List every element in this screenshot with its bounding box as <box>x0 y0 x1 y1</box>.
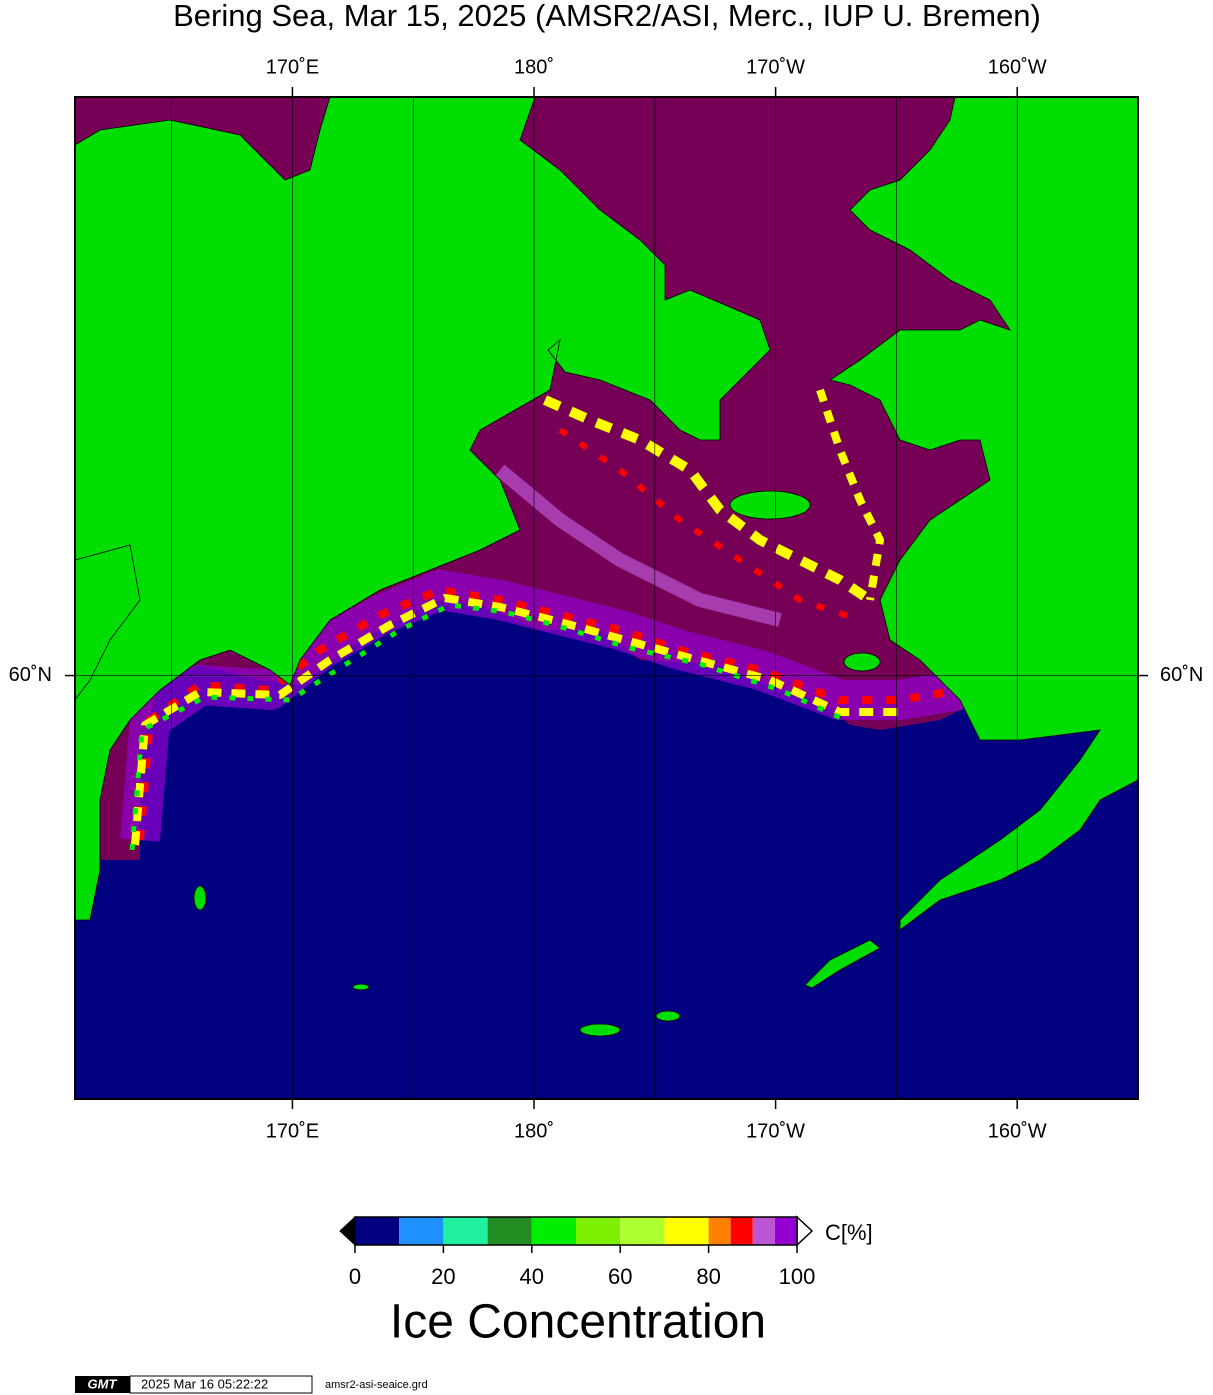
lon-tick-label: 170˚W <box>746 1120 805 1142</box>
colorbar-segment <box>664 1217 709 1245</box>
lon-tick-label: 180˚ <box>514 1120 554 1142</box>
aleutian-island <box>655 1010 681 1022</box>
colorbar-segment <box>576 1217 621 1245</box>
land-asia <box>75 97 771 921</box>
colorbar-segment <box>443 1217 488 1245</box>
logo: GMT <box>88 1376 118 1391</box>
lon-tick-label: 180˚ <box>514 56 554 78</box>
land-kamchatka <box>75 544 141 701</box>
colorbar-label: Ice Concentration <box>390 1296 766 1349</box>
file-name: amsr2-asi-seaice.grd <box>325 1379 428 1391</box>
colorbar-under <box>339 1215 356 1247</box>
colorbar-segment <box>620 1217 665 1245</box>
colorbar-frame <box>354 1216 798 1246</box>
map-frame <box>74 96 1139 1100</box>
map-title: Bering Sea, Mar 15, 2025 (AMSR2/ASI, Mer… <box>173 0 1041 33</box>
colorbar-segment <box>730 1217 753 1245</box>
lon-tick-label: 170˚W <box>746 56 805 78</box>
commander-island <box>193 885 207 911</box>
colorbar-segment <box>487 1217 532 1245</box>
ice-edge-band <box>120 388 964 851</box>
colorbar-segment <box>752 1217 775 1245</box>
colorbar-tick-label: 100 <box>779 1264 816 1289</box>
timestamp: 2025 Mar 16 05:22:22 <box>141 1376 268 1391</box>
lon-tick-label: 160˚W <box>988 1120 1047 1142</box>
lon-tick-label: 160˚W <box>988 56 1047 78</box>
colorbar-segment <box>355 1217 400 1245</box>
lat-tick-label: 60˚N <box>9 664 52 686</box>
nunivak-island <box>843 652 881 672</box>
logo-box <box>75 1376 130 1393</box>
colorbar-tick-label: 40 <box>520 1264 544 1289</box>
lat-tick-label: 60˚N <box>1160 664 1203 686</box>
st-lawrence-island <box>729 490 811 520</box>
aleutian-east <box>804 939 881 989</box>
lon-tick-label: 170˚E <box>266 1120 319 1142</box>
colorbar-tick-label: 60 <box>608 1264 632 1289</box>
colorbar-tick-label: 80 <box>696 1264 720 1289</box>
colorbar-unit: C[%] <box>825 1220 873 1245</box>
colorbar-tick-label: 0 <box>349 1264 361 1289</box>
colorbar-tick-label: 20 <box>431 1264 455 1289</box>
colorbar-segment <box>399 1217 444 1245</box>
map-body <box>75 97 1138 1099</box>
aleutian-island <box>352 983 370 991</box>
timestamp-box <box>129 1375 313 1394</box>
colorbar-segment <box>774 1217 797 1245</box>
lon-tick-label: 170˚E <box>266 56 319 78</box>
colorbar-segment <box>531 1217 576 1245</box>
aleutian-island <box>579 1023 621 1037</box>
land-alaska <box>829 97 1138 931</box>
colorbar-over <box>796 1215 814 1247</box>
colorbar-segment <box>708 1217 731 1245</box>
